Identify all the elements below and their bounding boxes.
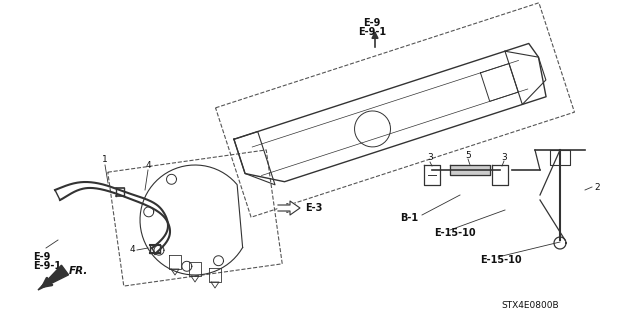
Text: 4: 4: [145, 160, 151, 169]
Text: 3: 3: [501, 152, 507, 161]
Polygon shape: [450, 165, 490, 175]
Text: 2: 2: [594, 182, 600, 191]
Polygon shape: [278, 201, 300, 215]
Text: E-9: E-9: [364, 18, 381, 28]
Text: 5: 5: [465, 151, 471, 160]
Text: E-9: E-9: [33, 252, 51, 262]
Text: FR.: FR.: [69, 266, 88, 276]
Text: 4: 4: [129, 246, 135, 255]
Text: E-15-10: E-15-10: [480, 255, 522, 265]
Text: 1: 1: [102, 155, 108, 165]
Text: E-3: E-3: [305, 203, 323, 213]
Text: E-9-1: E-9-1: [33, 261, 61, 271]
Text: STX4E0800B: STX4E0800B: [501, 300, 559, 309]
Text: 3: 3: [427, 153, 433, 162]
Text: E-9-1: E-9-1: [358, 27, 386, 37]
Polygon shape: [38, 265, 68, 290]
Text: E-15-10: E-15-10: [434, 228, 476, 238]
Text: B-1: B-1: [400, 213, 418, 223]
